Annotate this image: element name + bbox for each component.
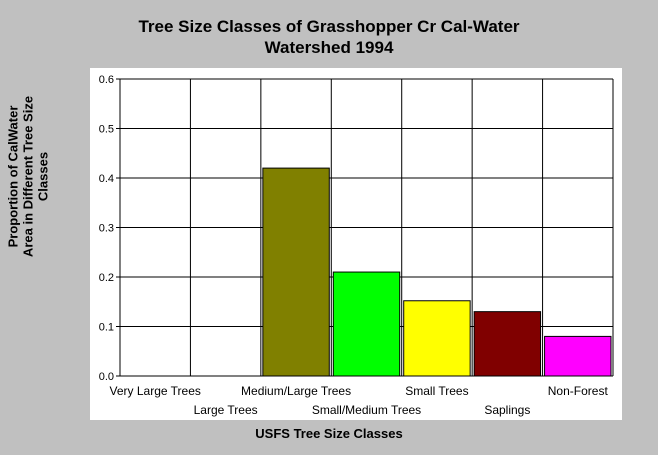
x-axis-label: USFS Tree Size Classes — [255, 426, 403, 441]
bar-small-medium-trees — [332, 271, 401, 377]
x-tick-label: Medium/Large Trees — [241, 384, 351, 398]
y-tick-label: 0.3 — [99, 223, 114, 235]
chart-title: Tree Size Classes of Grasshopper Cr Cal-… — [0, 16, 658, 58]
y-tick-label: 0.0 — [99, 371, 114, 383]
x-tick-label: Non-Forest — [548, 384, 609, 398]
y-tick-label: 0.4 — [99, 173, 114, 185]
chart-title-line-1: Tree Size Classes of Grasshopper Cr Cal-… — [138, 17, 520, 36]
bar-saplings — [473, 311, 542, 377]
x-tick-label: Large Trees — [194, 403, 258, 417]
bar-non-forest — [544, 335, 612, 377]
bar-small-trees — [403, 300, 471, 377]
y-tick-label: 0.2 — [99, 272, 114, 284]
bar-medium-large-trees — [262, 167, 330, 377]
chart-title-line-2: Watershed 1994 — [264, 38, 394, 57]
x-tick-label: Small/Medium Trees — [312, 403, 421, 417]
y-tick-label: 0.1 — [99, 322, 114, 334]
x-tick-label: Small Trees — [405, 384, 468, 398]
y-tick-label: 0.5 — [99, 124, 114, 136]
y-tick-label: 0.6 — [99, 74, 114, 86]
x-tick-label: Saplings — [484, 403, 530, 417]
x-tick-label: Very Large Trees — [110, 384, 201, 398]
